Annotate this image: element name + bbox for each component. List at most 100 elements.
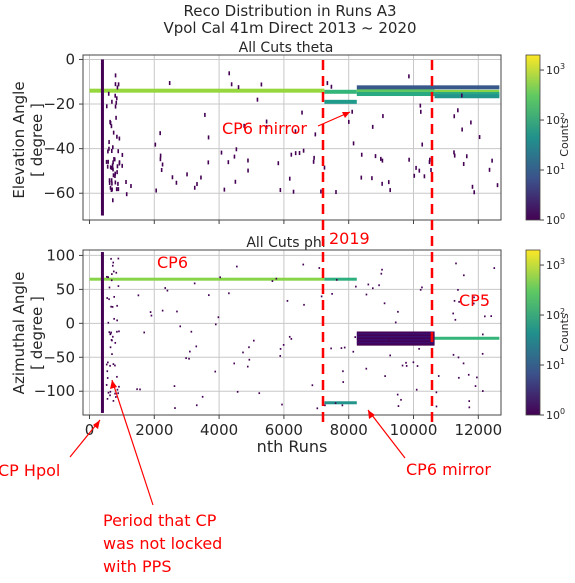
scatter-point — [248, 358, 251, 361]
scatter-point — [160, 167, 163, 172]
scatter-point — [421, 286, 423, 289]
y-tick-label: −60 — [43, 184, 75, 202]
scatter-point — [481, 352, 484, 355]
scatter-point — [107, 91, 110, 96]
scatter-point — [294, 129, 297, 134]
scatter-point — [193, 282, 196, 285]
scatter-point — [396, 393, 399, 396]
phi-bands — [89, 252, 500, 413]
scatter-point — [161, 309, 164, 312]
scatter-point — [458, 300, 460, 303]
scatter-point — [112, 270, 115, 273]
dense-block — [356, 340, 435, 343]
arrowhead-period — [110, 380, 117, 389]
scatter-point — [111, 273, 113, 276]
phi-colorbar: 100 101 102 103 Counts — [525, 249, 571, 422]
dense-block — [356, 334, 435, 337]
scatter-point — [116, 375, 118, 378]
scatter-point — [247, 158, 249, 163]
scatter-point — [279, 355, 282, 357]
scatter-point — [343, 346, 346, 349]
scatter-point — [114, 341, 117, 344]
scatter-point — [109, 394, 111, 397]
colorbar-tick-label: 103 — [546, 62, 565, 77]
scatter-point — [137, 294, 140, 297]
scatter-point — [108, 286, 111, 289]
scatter-point — [115, 100, 118, 105]
scatter-point — [298, 151, 301, 156]
scatter-point — [490, 315, 492, 318]
scatter-point — [113, 157, 116, 162]
scatter-point — [453, 114, 456, 119]
scatter-point — [330, 84, 333, 89]
scatter-point — [482, 390, 484, 392]
scatter-point — [117, 187, 120, 192]
phi-ylabel-line1: Azimuthal Angle — [10, 272, 28, 395]
colorbar-label: Counts — [558, 313, 571, 352]
scatter-point — [302, 148, 305, 153]
count-band — [356, 92, 500, 97]
scatter-point — [423, 174, 426, 179]
annotation-cp5: CP5 — [459, 291, 490, 310]
scatter-point — [412, 361, 415, 364]
scatter-point — [380, 272, 383, 275]
scatter-point — [415, 388, 418, 391]
arrowhead-cp6-mirror-top — [342, 112, 350, 118]
scatter-point — [112, 335, 114, 338]
scatter-point — [110, 331, 112, 334]
scatter-point — [111, 353, 113, 356]
scatter-point — [109, 185, 112, 190]
scatter-point — [488, 167, 491, 172]
theta-axes-frame — [82, 54, 502, 221]
scatter-point — [233, 154, 236, 159]
count-band — [89, 88, 325, 93]
scatter-point — [374, 154, 377, 159]
count-band — [356, 88, 435, 93]
annotation-period-line2: was not locked — [103, 534, 222, 553]
scatter-point — [219, 276, 222, 279]
scatter-point — [415, 165, 417, 170]
scatter-point — [318, 267, 321, 269]
scatter-point — [408, 74, 410, 79]
y-tick-label: −40 — [43, 140, 75, 158]
scatter-point — [462, 362, 465, 365]
scatter-point — [312, 159, 315, 164]
scatter-point — [109, 121, 112, 126]
scatter-point — [341, 404, 344, 407]
scatter-point — [110, 149, 113, 154]
y-tick-label: 50 — [56, 280, 75, 298]
x-axis-label: nth Runs — [257, 437, 328, 456]
x-tick-label: 4000 — [200, 421, 238, 439]
scatter-point — [381, 181, 383, 186]
scatter-point — [465, 154, 468, 159]
scatter-point — [214, 370, 217, 373]
annotation-2019: 2019 — [329, 229, 370, 248]
scatter-point — [190, 330, 193, 333]
scatter-point — [360, 175, 363, 180]
scatter-point — [356, 338, 359, 340]
scatter-point — [109, 346, 112, 349]
scatter-point — [173, 385, 176, 388]
scatter-point — [139, 388, 141, 391]
scatter-point — [116, 134, 118, 139]
phi-xticks: 0 2000 4000 6000 8000 10000 12000 — [85, 415, 502, 439]
scatter-point — [348, 119, 350, 124]
scatter-point — [320, 189, 322, 194]
scatter-point — [117, 257, 120, 260]
scatter-point — [107, 321, 110, 324]
scatter-point — [111, 163, 114, 168]
scatter-point — [246, 365, 249, 368]
colorbar-tick-label: 101 — [546, 357, 565, 372]
scatter-point — [400, 398, 402, 401]
colorbar-tick-label: 102 — [546, 112, 565, 127]
scatter-point — [111, 99, 113, 104]
x-tick-label: 0 — [85, 421, 95, 439]
annotation-cp-hpol: CP Hpol — [0, 461, 60, 480]
scatter-point — [114, 171, 117, 176]
scatter-point — [110, 339, 113, 341]
scatter-point — [115, 115, 117, 120]
scatter-point — [114, 180, 117, 185]
scatter-point — [159, 153, 162, 158]
scatter-point — [108, 331, 111, 334]
scatter-point — [111, 305, 114, 308]
